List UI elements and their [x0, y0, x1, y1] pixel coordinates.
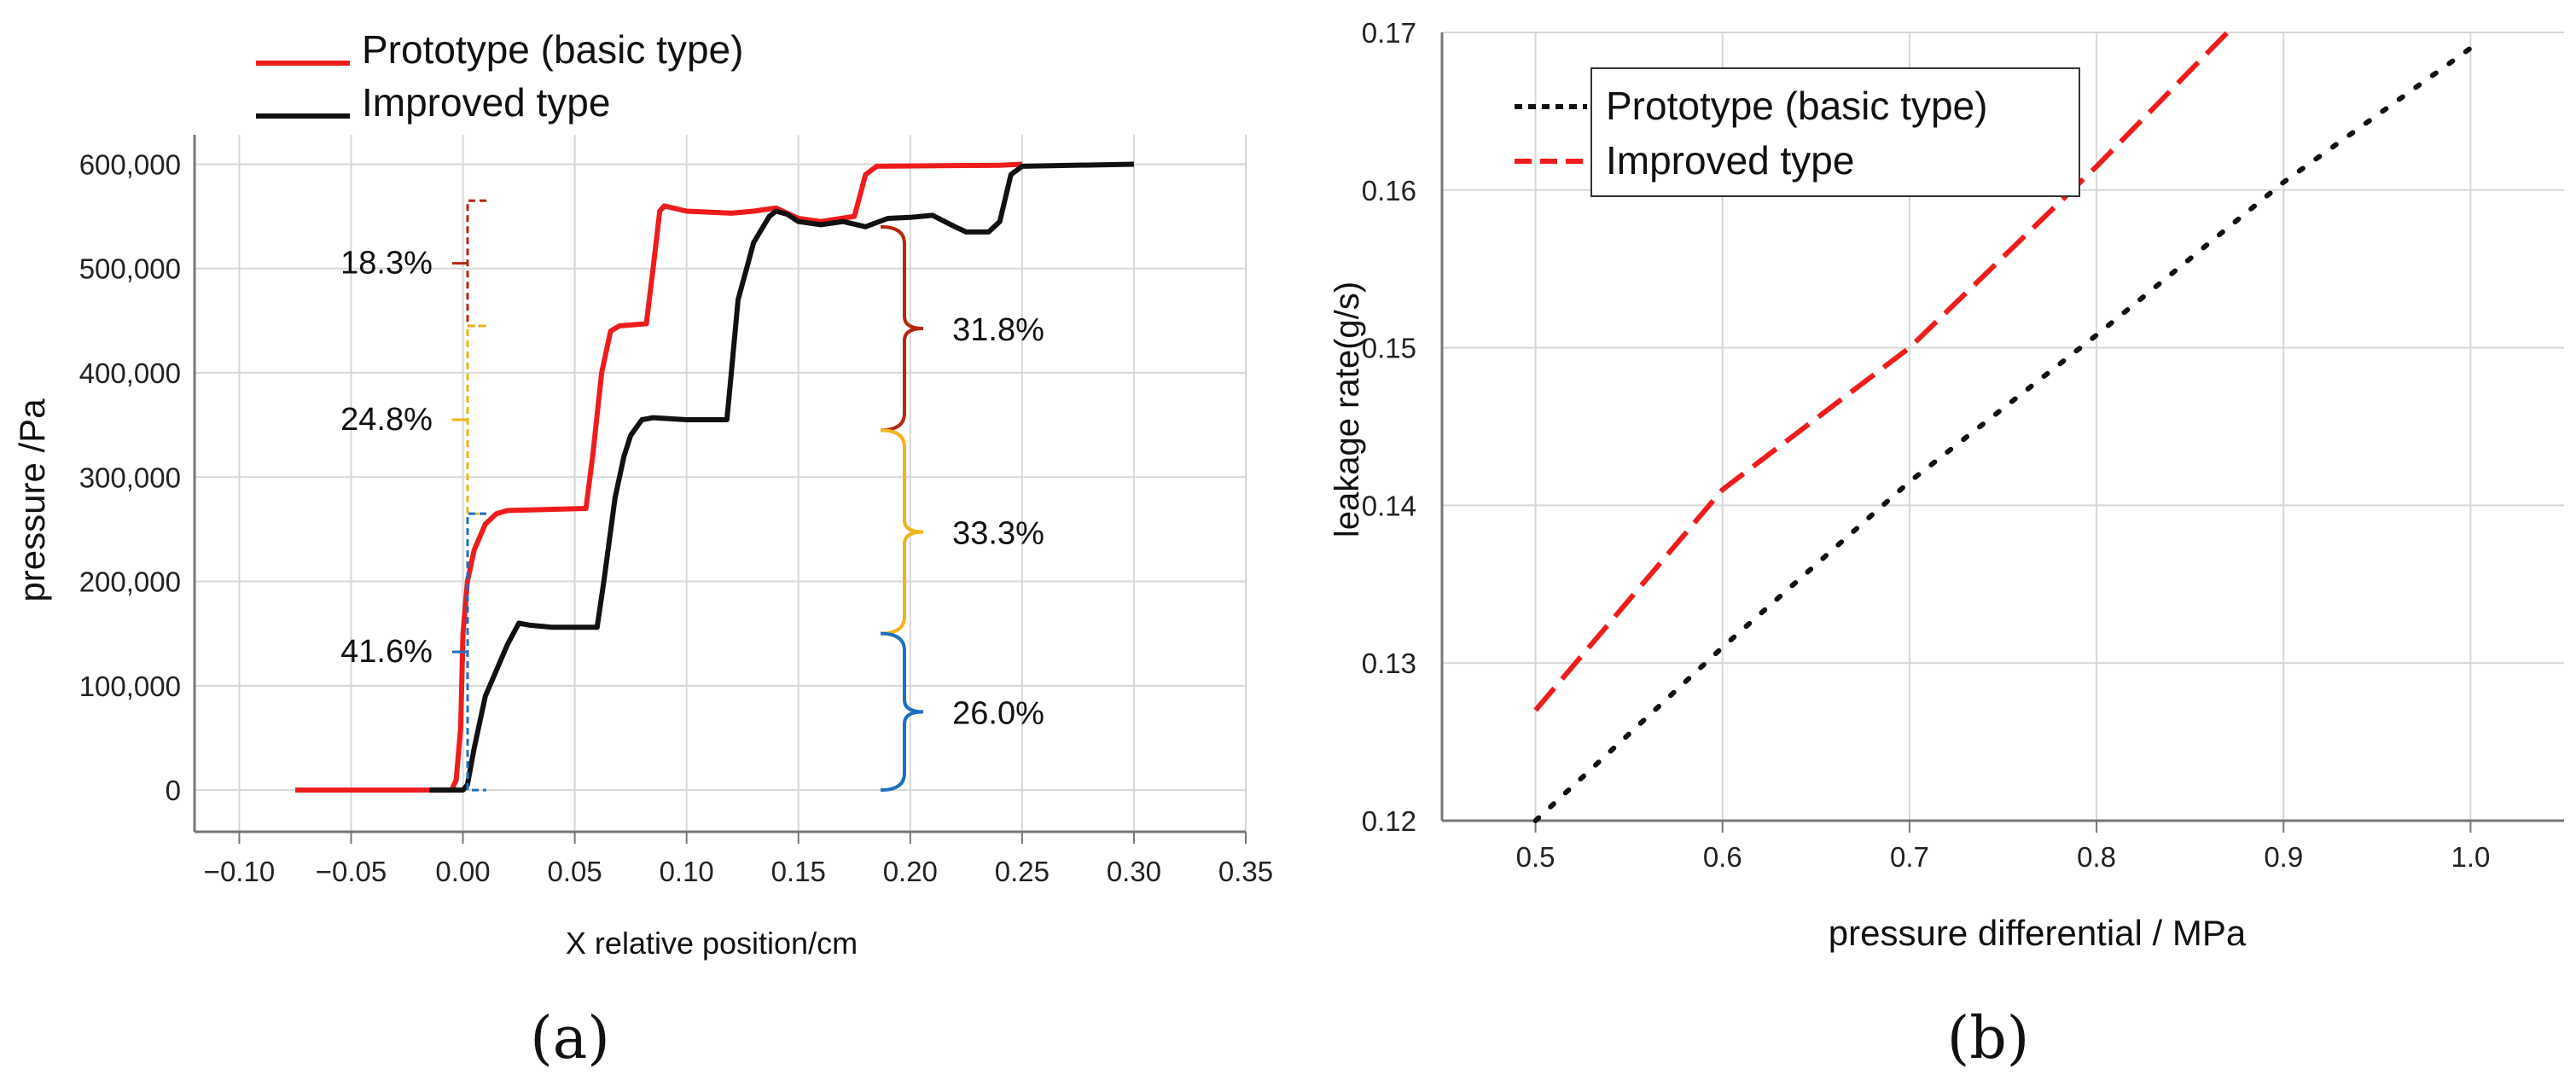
chart-b-legend-label: Prototype (basic type) [1606, 84, 1987, 128]
chart-a-brace: 41.6% [340, 512, 486, 792]
chart-a: 0 100,000 200,000 300,000 400,000 500,000 600,… [12, 27, 1273, 1072]
chart-a-y-axis-label: pressure /Pa [12, 398, 52, 602]
chart-b-series [1532, 30, 2474, 823]
chart-b-y-tick-label: 0.12 [1362, 805, 1416, 837]
chart-b-x-tick-label: 0.7 [1890, 841, 1929, 873]
chart-b-y-tick-label: 0.15 [1362, 333, 1416, 364]
chart-a-brace: 18.3% [340, 199, 486, 328]
chart-a-y-tick-label: 400,000 [79, 357, 181, 389]
chart-a-brace-line [880, 631, 924, 793]
chart-b: 0.12 0.13 0.14 0.15 0.16 0.17 0.5 0.6 0.7 0.8 0.9 1… [1329, 17, 2564, 1072]
chart-a-legend-label: Improved type [362, 80, 610, 125]
chart-a-brace-line [880, 224, 924, 433]
chart-a-grid [195, 135, 1247, 832]
chart-a-legend-label: Prototype (basic type) [362, 27, 743, 72]
chart-a-x-tick-label: −0.10 [204, 856, 276, 887]
chart-a-x-tick-label: 0.30 [1107, 856, 1161, 887]
panel-label-a: (a) [530, 1005, 610, 1072]
chart-a-x-tick-label: 0.25 [995, 856, 1050, 887]
chart-a-y-tick-label: 300,000 [79, 462, 181, 493]
chart-a-y-tick-label: 600,000 [79, 148, 181, 180]
chart-b-y-axis-label: leakage rate(g/s) [1329, 282, 1366, 537]
chart-a-x-tick-label: 0.00 [435, 856, 490, 887]
chart-a-annotation-label: 26.0% [952, 695, 1044, 731]
chart-b-y-tick-label: 0.16 [1362, 175, 1416, 206]
chart-b-series-improved [1533, 30, 2230, 712]
chart-a-x-tick-label: 0.10 [660, 856, 714, 887]
chart-b-x-tick-label: 0.8 [2077, 841, 2116, 873]
chart-b-series-prototype [1532, 45, 2474, 823]
chart-a-y-tick-label: 0 [166, 775, 181, 806]
chart-a-x-axis-label: X relative position/cm [566, 926, 858, 961]
chart-a-brace-line [466, 512, 486, 792]
chart-a-y-tick-label: 500,000 [79, 253, 181, 285]
chart-a-annotation-label: 18.3% [340, 246, 433, 282]
chart-a-brace: 26.0% [880, 631, 1044, 793]
panel-label-b: (b) [1947, 1005, 2030, 1072]
chart-a-brace-line [880, 428, 924, 636]
chart-a-brace: 33.3% [880, 428, 1044, 636]
chart-a-brace: 31.8% [880, 224, 1044, 433]
chart-a-annotation-label: 41.6% [340, 634, 433, 670]
chart-b-x-tick-label: 1.0 [2451, 841, 2490, 873]
chart-a-x-tick-label: 0.15 [771, 856, 826, 887]
chart-b-y-tick-label: 0.13 [1362, 648, 1416, 679]
chart-a-x-tick-label: −0.05 [316, 856, 387, 887]
chart-a-brace-line [466, 324, 486, 515]
chart-b-x-tick-label: 0.9 [2264, 841, 2303, 873]
chart-b-y-tick-label: 0.14 [1362, 490, 1416, 521]
chart-a-brace: 24.8% [340, 324, 486, 515]
chart-b-x-tick-label: 0.6 [1703, 841, 1742, 873]
chart-b-tick-labels: 0.12 0.13 0.14 0.15 0.16 0.17 0.5 0.6 0.7 0.8 0.9 1… [1362, 17, 2491, 873]
chart-a-legend: Prototype (basic type) Improved type [256, 27, 743, 125]
chart-b-legend: Prototype (basic type) Improved type [1515, 67, 2080, 197]
chart-b-y-tick-label: 0.17 [1362, 17, 1416, 49]
chart-a-annotation-label: 33.3% [952, 515, 1044, 551]
chart-b-x-tick-label: 0.5 [1516, 841, 1555, 873]
chart-a-y-tick-label: 100,000 [79, 671, 181, 702]
chart-a-axes [193, 135, 1247, 844]
chart-a-tick-labels: 0 100,000 200,000 300,000 400,000 500,000 600,… [79, 148, 1273, 887]
chart-b-axes [1440, 32, 2564, 833]
chart-a-x-tick-label: 0.05 [547, 856, 602, 887]
chart-b-legend-label: Improved type [1606, 138, 1854, 183]
chart-b-x-axis-label: pressure differential / MPa [1829, 913, 2247, 953]
chart-a-annotations: 18.3% 24.8% 41.6% 31.8% 33.3% 26.0% [340, 199, 1044, 793]
chart-a-brace-line [466, 199, 486, 328]
chart-b-legend-box [1590, 67, 2080, 197]
chart-a-annotation-label: 31.8% [952, 312, 1044, 348]
chart-a-x-tick-label: 0.20 [883, 856, 938, 887]
chart-a-y-tick-label: 200,000 [79, 566, 181, 598]
chart-a-annotation-label: 24.8% [340, 402, 433, 438]
chart-a-series-improved [429, 161, 1134, 793]
chart-a-x-tick-label: 0.35 [1218, 856, 1273, 887]
